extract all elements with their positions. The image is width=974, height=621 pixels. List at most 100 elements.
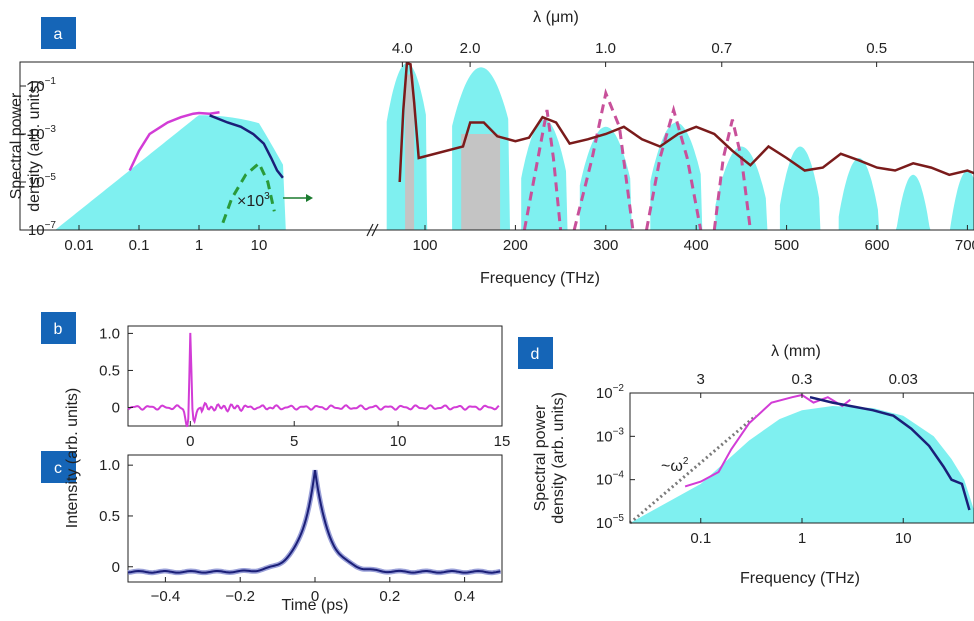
panel-a-x-tick-label: 300 <box>593 237 618 254</box>
panel-a-x-ticks: 0.010.1110100200300400500600700800 <box>64 225 974 254</box>
panel-a-badge: a <box>41 17 76 49</box>
panel-d-top-tick-label: 3 <box>697 371 705 388</box>
panel-b-x-tick-label: 5 <box>290 433 298 450</box>
panel-a-y-tick-label: 10−7 <box>28 220 57 239</box>
panel-d-navy-line <box>809 395 971 511</box>
annotation-arrowhead <box>306 194 313 202</box>
panel-a-optical-fill <box>386 63 974 230</box>
panel-b-marks <box>127 332 500 428</box>
panel-a-pink-dashed-line <box>645 104 703 231</box>
panel-d-y-tick-label: 10−2 <box>596 383 625 402</box>
panel-b-x-tick-label: 0 <box>186 433 194 450</box>
panel-c-badge: c <box>41 451 76 483</box>
panel-d-fill <box>630 406 974 523</box>
panel-d-x-tick-label: 0.1 <box>690 530 711 547</box>
panel-a-top-ticks: 4.02.01.00.70.50.4 <box>392 40 887 67</box>
svg-text:c: c <box>54 460 62 477</box>
panel-c-x-tick-label: −0.2 <box>225 588 255 605</box>
panel-a-thz-fill <box>21 115 286 230</box>
panel-a-darkred-line <box>398 61 974 183</box>
panel-a-x-tick-label: 100 <box>412 237 437 254</box>
panel-a-pink-dashed-line <box>572 88 635 231</box>
panel-d-top-tick-label: 0.03 <box>889 371 918 388</box>
panel-b-y-tick-label: 0 <box>112 399 120 416</box>
panel-a-navy-line <box>209 114 284 179</box>
panel-a: λ (μm) 4.02.01.00.70.50.4 10−110−310−510… <box>8 9 974 287</box>
panel-c-x-tick-label: 0 <box>311 588 319 605</box>
panel-b-y-tick-label: 0.5 <box>99 362 120 379</box>
panel-d-marks <box>629 393 974 525</box>
panel-b-frame <box>127 325 503 427</box>
panel-d-y-ticks: 10−2 10−3 10−4 10−5 <box>596 383 635 532</box>
panel-a-top-tick-label: 2.0 <box>460 40 481 57</box>
panel-d-top-axis-label: λ (mm) <box>771 343 821 360</box>
panel-a-x-tick-label: 500 <box>774 237 799 254</box>
panel-a-x-tick-label: 400 <box>684 237 709 254</box>
panel-c-y-tick-label: 1.0 <box>99 457 120 474</box>
panel-c-marks <box>127 469 501 576</box>
panel-c-y-tick-label: 0 <box>112 559 120 576</box>
panel-d-x-tick-label: 1 <box>798 530 806 547</box>
panel-a-magenta-line <box>128 111 220 172</box>
panel-b-badge: b <box>41 312 76 344</box>
panel-a-x-tick-label: 700 <box>955 237 974 254</box>
panel-a-x-tick-label: 200 <box>503 237 528 254</box>
panel-a-top-axis-label: λ (μm) <box>533 9 579 26</box>
panel-d-top-tick-label: 0.3 <box>792 371 813 388</box>
panel-d-y-tick-label: 10−4 <box>596 470 625 489</box>
omega-squared-annotation: ~ω2 <box>661 456 689 475</box>
panel-b-y-tick-label: 1.0 <box>99 325 120 342</box>
panel-c-x-tick-label: −0.4 <box>151 588 181 605</box>
panel-d-x-label: Frequency (THz) <box>740 570 860 587</box>
panel-a-pink-dashed-line <box>712 119 752 231</box>
panel-a-annotation: ×103 <box>237 191 313 210</box>
panel-a-top-tick-label: 4.0 <box>392 40 413 57</box>
panel-c-x-tick-label: 0.2 <box>379 588 400 605</box>
panel-d-badge: d <box>518 337 553 369</box>
panel-d-y-tick-label: 10−5 <box>596 513 625 532</box>
panel-a-x-tick-label: 0.1 <box>129 237 150 254</box>
panel-b: 1.0 0.5 0 0 5 10 15 <box>99 325 510 450</box>
panel-a-top-tick-label: 0.7 <box>711 40 732 57</box>
panel-b-x-tick-label: 15 <box>494 433 511 450</box>
panel-d-y-label-line1: Spectral power <box>532 404 549 511</box>
panel-a-marks <box>21 61 974 237</box>
panel-b-x-tick-label: 10 <box>390 433 407 450</box>
panel-d-y-tick-label: 10−3 <box>596 426 625 445</box>
panel-d-x-tick-label: 10 <box>895 530 912 547</box>
panel-d-magenta-line <box>684 393 851 488</box>
gray-band <box>405 74 415 230</box>
panel-c-x-tick-label: 0.4 <box>454 588 475 605</box>
panel-a-top-tick-label: 1.0 <box>595 40 616 57</box>
panel-a-x-tick-label: 10 <box>251 237 268 254</box>
panel-d-x-ticks: 0.1 1 10 <box>690 518 912 547</box>
annotation-x1000: ×103 <box>237 191 270 210</box>
panel-c-y-ticks: 1.0 0.5 0 <box>99 457 133 576</box>
panel-a-x-label: Frequency (THz) <box>480 270 600 287</box>
panel-c: 1.0 0.5 0 −0.4 −0.2 0 0.2 0.4 Time (ps) <box>99 454 503 614</box>
panel-a-x-tick-label: 0.01 <box>64 237 93 254</box>
panel-d-top-ticks: 3 0.3 0.03 <box>697 371 918 398</box>
panel-a-green-dashed-line <box>221 160 276 224</box>
panel-c-pulse-line <box>127 470 501 574</box>
panel-a-x-tick-label: 1 <box>195 237 203 254</box>
gray-band <box>461 134 501 230</box>
panel-d-y-label-line2: density (arb. units) <box>550 392 567 524</box>
panel-b-y-ticks: 1.0 0.5 0 <box>99 325 133 416</box>
panel-c-x-ticks: −0.4 −0.2 0 0.2 0.4 <box>151 577 475 605</box>
panel-a-y-label-line1: Spectral power <box>8 92 25 199</box>
panel-a-y-label-line2: density (arb. units) <box>26 80 43 212</box>
svg-text:b: b <box>54 321 63 338</box>
panel-b-x-ticks: 0 5 10 15 <box>186 421 510 450</box>
panel-a-x-tick-label: 600 <box>864 237 889 254</box>
svg-text:a: a <box>54 26 63 43</box>
panel-a-frame <box>19 61 974 231</box>
panel-c-x-label: Time (ps) <box>282 597 349 614</box>
panel-a-pink-dashed-line <box>522 109 563 231</box>
panel-d: λ (mm) 3 0.3 0.03 10−210−310−410−5 0.1 1 10 … <box>532 343 974 587</box>
panel-c-halo-line <box>127 469 501 576</box>
shared-intensity-y-label: Intensity (arb. units) <box>64 388 81 529</box>
panel-a-top-tick-label: 0.5 <box>866 40 887 57</box>
svg-text:d: d <box>531 346 540 363</box>
